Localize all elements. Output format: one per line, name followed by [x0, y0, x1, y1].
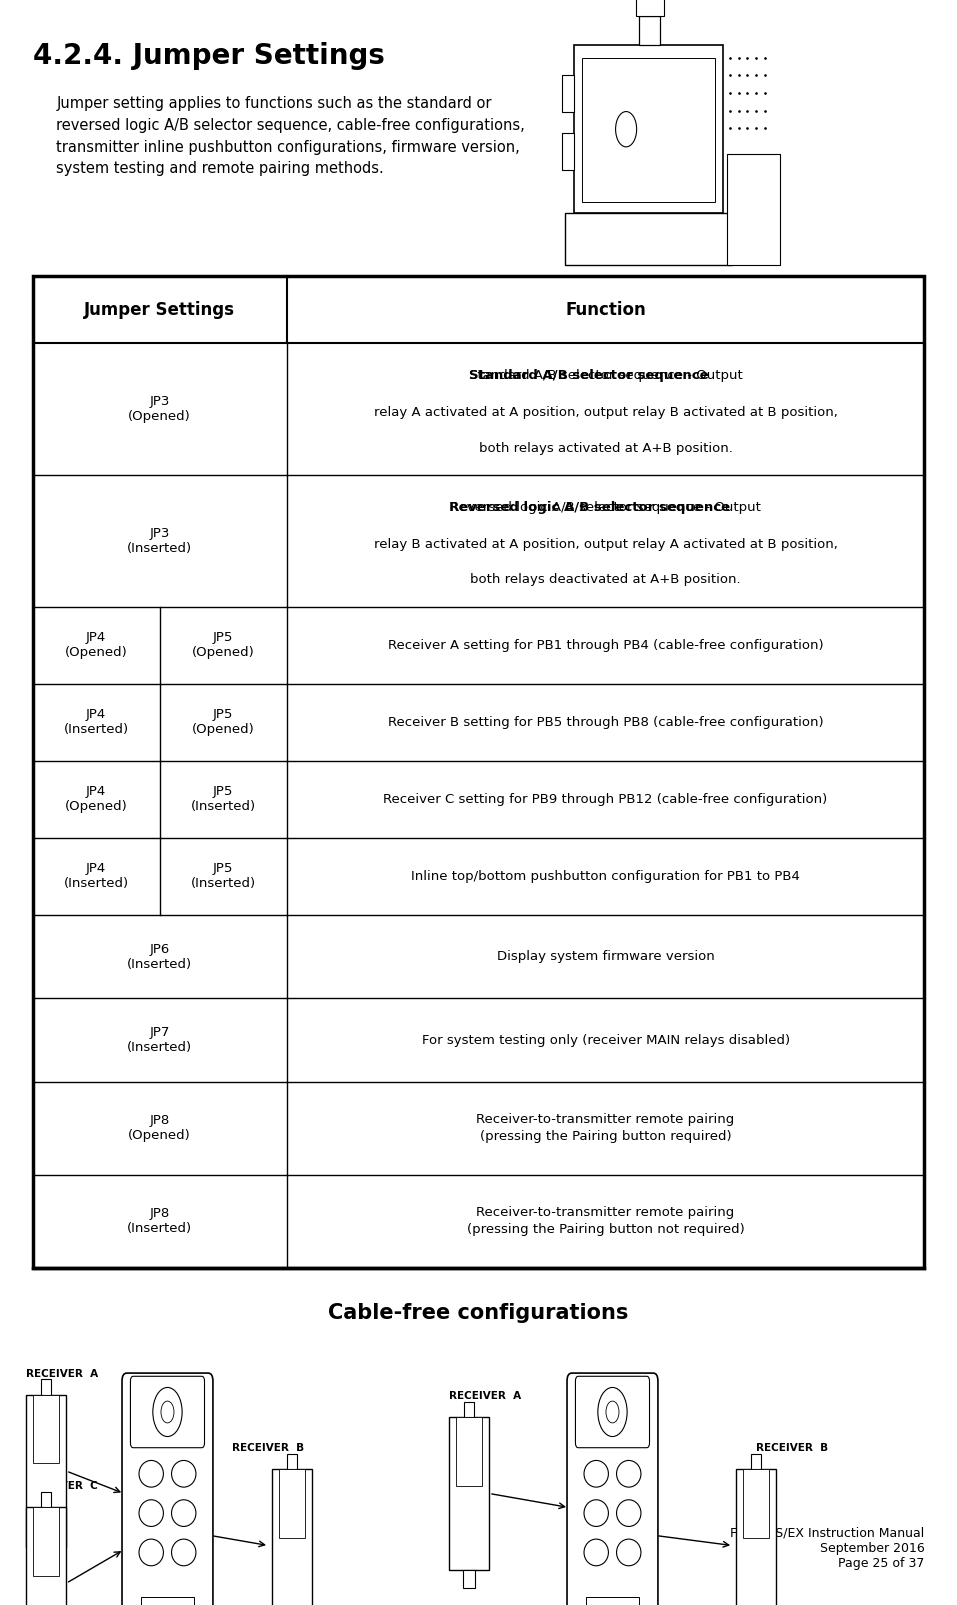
Bar: [287, 1454, 297, 1470]
Bar: [41, 1493, 51, 1507]
Bar: [574, 45, 723, 213]
Ellipse shape: [616, 1499, 641, 1526]
Text: Jumper Settings: Jumper Settings: [84, 300, 235, 319]
Text: Standard A/B selector sequence: Standard A/B selector sequence: [470, 369, 709, 382]
Text: JP3
(Inserted): JP3 (Inserted): [127, 526, 192, 555]
Text: Function: Function: [566, 300, 646, 319]
Text: RECEIVER  C: RECEIVER C: [26, 1481, 98, 1491]
Ellipse shape: [171, 1539, 196, 1566]
Text: JP4
(Opened): JP4 (Opened): [65, 631, 127, 660]
Text: JP4
(Opened): JP4 (Opened): [65, 785, 127, 814]
Text: Receiver A setting for PB1 through PB4 (cable-free configuration): Receiver A setting for PB1 through PB4 (…: [388, 639, 823, 652]
Ellipse shape: [584, 1499, 609, 1526]
Text: RECEIVER  B: RECEIVER B: [756, 1443, 828, 1454]
Text: both relays activated at A+B position.: both relays activated at A+B position.: [478, 441, 732, 454]
Text: Standard A/B selector sequence - Output: Standard A/B selector sequence - Output: [469, 369, 743, 382]
FancyBboxPatch shape: [568, 1374, 658, 1605]
Text: Receiver-to-transmitter remote pairing
(pressing the Pairing button not required: Receiver-to-transmitter remote pairing (…: [467, 1207, 745, 1236]
Text: Inline top/bottom pushbutton configuration for PB1 to PB4: Inline top/bottom pushbutton configurati…: [412, 870, 800, 883]
Ellipse shape: [584, 1539, 609, 1566]
Text: Receiver-to-transmitter remote pairing
(pressing the Pairing button required): Receiver-to-transmitter remote pairing (…: [477, 1114, 735, 1143]
Bar: [41, 1380, 51, 1395]
FancyBboxPatch shape: [575, 1377, 650, 1448]
Ellipse shape: [139, 1539, 164, 1566]
Text: JP6
(Inserted): JP6 (Inserted): [127, 942, 192, 971]
Bar: [449, 1417, 489, 1570]
Bar: [565, 213, 732, 265]
Text: JP5
(Inserted): JP5 (Inserted): [190, 862, 256, 891]
Ellipse shape: [171, 1461, 196, 1488]
Text: 4.2.4. Jumper Settings: 4.2.4. Jumper Settings: [33, 42, 385, 69]
Ellipse shape: [171, 1499, 196, 1526]
Ellipse shape: [616, 1539, 641, 1566]
Text: Cable-free configurations: Cable-free configurations: [328, 1303, 629, 1323]
Ellipse shape: [139, 1461, 164, 1488]
Text: Jumper setting applies to functions such as the standard or
reversed logic A/B s: Jumper setting applies to functions such…: [56, 96, 525, 177]
Bar: [727, 154, 780, 265]
Text: Flex 4ES/EX Instruction Manual
September 2016
Page 25 of 37: Flex 4ES/EX Instruction Manual September…: [730, 1526, 924, 1570]
Bar: [272, 1470, 312, 1605]
Text: JP5
(Inserted): JP5 (Inserted): [190, 785, 256, 814]
Circle shape: [153, 1387, 182, 1436]
Text: RECEIVER  A: RECEIVER A: [26, 1369, 98, 1379]
Text: JP5
(Opened): JP5 (Opened): [191, 631, 255, 660]
Text: JP7
(Inserted): JP7 (Inserted): [127, 1026, 192, 1054]
Bar: [463, 1570, 475, 1587]
Text: JP4
(Inserted): JP4 (Inserted): [63, 862, 128, 891]
Bar: [582, 58, 715, 202]
Text: Reversed logic A/B selector sequence: Reversed logic A/B selector sequence: [449, 501, 730, 514]
Ellipse shape: [616, 1461, 641, 1488]
Bar: [751, 1454, 761, 1470]
Text: relay B activated at A position, output relay A activated at B position,: relay B activated at A position, output …: [373, 538, 837, 551]
Bar: [26, 1507, 66, 1605]
Circle shape: [161, 1401, 174, 1424]
Bar: [33, 1507, 59, 1576]
Bar: [639, 16, 660, 45]
Bar: [456, 1417, 482, 1486]
Circle shape: [598, 1387, 627, 1436]
Text: For system testing only (receiver MAIN relays disabled): For system testing only (receiver MAIN r…: [421, 1034, 790, 1046]
Text: relay A activated at A position, output relay B activated at B position,: relay A activated at A position, output …: [373, 406, 837, 419]
Circle shape: [615, 112, 636, 148]
Bar: [26, 1395, 66, 1547]
FancyBboxPatch shape: [122, 1374, 212, 1605]
Text: RECEIVER  A: RECEIVER A: [449, 1392, 521, 1401]
Text: Display system firmware version: Display system firmware version: [497, 950, 715, 963]
Text: u: u: [660, 122, 666, 130]
Bar: [142, 1597, 193, 1605]
Bar: [464, 1403, 474, 1417]
Bar: [636, 0, 663, 16]
Text: JP4
(Inserted): JP4 (Inserted): [63, 708, 128, 737]
Bar: [562, 133, 574, 170]
Text: JP5
(Opened): JP5 (Opened): [191, 708, 255, 737]
Text: Receiver C setting for PB9 through PB12 (cable-free configuration): Receiver C setting for PB9 through PB12 …: [384, 793, 828, 806]
Bar: [33, 1395, 59, 1464]
Bar: [278, 1470, 305, 1538]
Text: JP8
(Opened): JP8 (Opened): [128, 1114, 191, 1143]
Bar: [743, 1470, 769, 1538]
Bar: [562, 75, 574, 112]
FancyBboxPatch shape: [130, 1377, 205, 1448]
Ellipse shape: [584, 1461, 609, 1488]
Ellipse shape: [139, 1499, 164, 1526]
Text: both relays deactivated at A+B position.: both relays deactivated at A+B position.: [470, 573, 741, 586]
Text: Reversed logic A/B selector sequence - Output: Reversed logic A/B selector sequence - O…: [450, 501, 761, 514]
Text: RECEIVER  B: RECEIVER B: [232, 1443, 303, 1454]
Bar: [587, 1597, 638, 1605]
Bar: [40, 1547, 52, 1565]
Text: JP8
(Inserted): JP8 (Inserted): [127, 1207, 192, 1236]
Bar: [736, 1470, 776, 1605]
Circle shape: [606, 1401, 619, 1424]
Text: Receiver B setting for PB5 through PB8 (cable-free configuration): Receiver B setting for PB5 through PB8 (…: [388, 716, 823, 729]
Text: JP3
(Opened): JP3 (Opened): [128, 395, 191, 424]
Bar: [33, 276, 924, 1268]
